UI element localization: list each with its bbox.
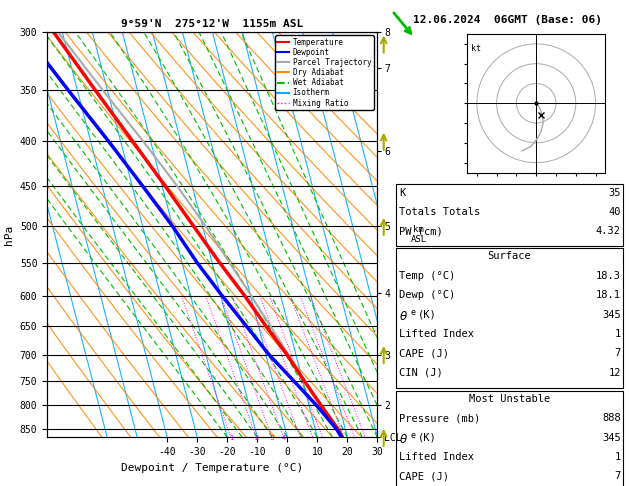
Text: Pressure (mb): Pressure (mb) <box>399 413 481 423</box>
Y-axis label: km
ASL: km ASL <box>411 225 426 244</box>
Text: Most Unstable: Most Unstable <box>469 394 550 404</box>
Text: 7: 7 <box>615 348 621 359</box>
Text: (K): (K) <box>418 310 437 320</box>
Text: 4: 4 <box>281 435 286 441</box>
Text: θ: θ <box>399 310 407 323</box>
Text: 12.06.2024  06GMT (Base: 06): 12.06.2024 06GMT (Base: 06) <box>413 15 603 25</box>
Text: 18.1: 18.1 <box>596 290 621 300</box>
Text: 40: 40 <box>608 207 621 217</box>
Text: 2: 2 <box>254 435 259 441</box>
Text: 12: 12 <box>608 368 621 378</box>
Text: 1: 1 <box>615 329 621 339</box>
Text: 1: 1 <box>615 452 621 462</box>
Text: e: e <box>411 308 416 317</box>
Text: 345: 345 <box>602 310 621 320</box>
Text: CAPE (J): CAPE (J) <box>399 471 449 482</box>
Text: Dewp (°C): Dewp (°C) <box>399 290 455 300</box>
Text: 345: 345 <box>602 433 621 443</box>
Text: e: e <box>411 431 416 440</box>
Text: Lifted Index: Lifted Index <box>399 329 474 339</box>
Legend: Temperature, Dewpoint, Parcel Trajectory, Dry Adiabat, Wet Adiabat, Isotherm, Mi: Temperature, Dewpoint, Parcel Trajectory… <box>275 35 374 110</box>
Text: PW (cm): PW (cm) <box>399 226 443 237</box>
Text: 4.32: 4.32 <box>596 226 621 237</box>
Text: 3: 3 <box>270 435 274 441</box>
Text: θ: θ <box>399 433 407 446</box>
Text: 18.3: 18.3 <box>596 271 621 281</box>
Text: (K): (K) <box>418 433 437 443</box>
Text: CAPE (J): CAPE (J) <box>399 348 449 359</box>
Text: Temp (°C): Temp (°C) <box>399 271 455 281</box>
Text: Surface: Surface <box>487 251 532 261</box>
Text: 7: 7 <box>615 471 621 482</box>
Text: K: K <box>399 188 406 198</box>
Text: 35: 35 <box>608 188 621 198</box>
Text: kt: kt <box>471 44 481 53</box>
Text: Totals Totals: Totals Totals <box>399 207 481 217</box>
Y-axis label: hPa: hPa <box>4 225 14 244</box>
Text: Lifted Index: Lifted Index <box>399 452 474 462</box>
Text: CIN (J): CIN (J) <box>399 368 443 378</box>
Text: 888: 888 <box>602 413 621 423</box>
X-axis label: Dewpoint / Temperature (°C): Dewpoint / Temperature (°C) <box>121 463 303 473</box>
Text: 1: 1 <box>229 435 233 441</box>
Title: 9°59'N  275°12'W  1155m ASL: 9°59'N 275°12'W 1155m ASL <box>121 19 303 30</box>
